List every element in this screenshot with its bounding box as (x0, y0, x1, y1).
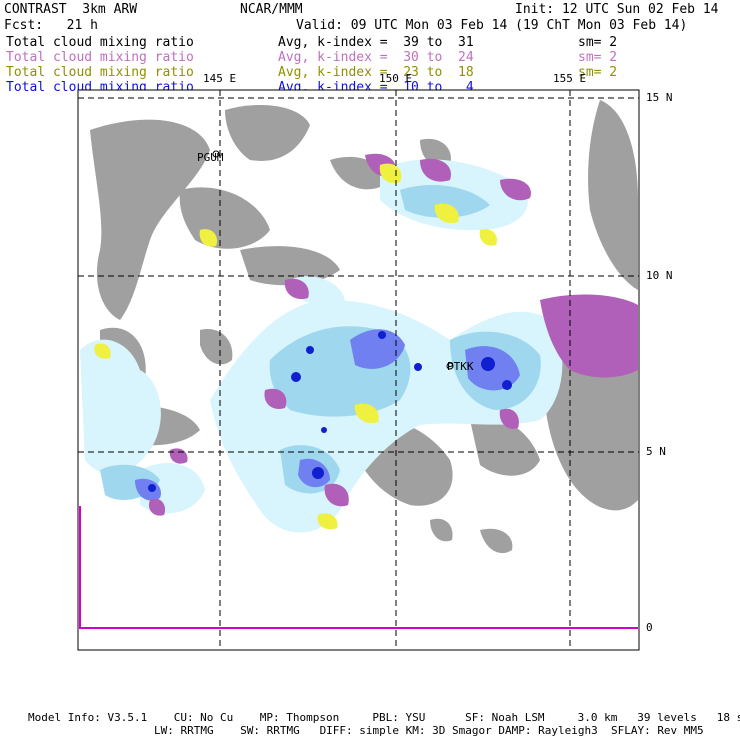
field-sm-1: sm= 2 (578, 35, 618, 50)
edge-polyline (79, 506, 638, 629)
cloud-magenta-4 (284, 278, 309, 300)
field-sm-3: sm= 2 (578, 65, 618, 80)
station-label-ptkk: PTKK (447, 360, 474, 373)
cloud-deep-layer (148, 331, 512, 492)
land-south-east (470, 417, 540, 476)
cloud-yellow-4 (199, 229, 218, 247)
field-name-3: Total cloud mixing ratio (6, 65, 194, 80)
land-scatter-4 (430, 518, 453, 542)
cloud-magenta-6 (499, 408, 519, 429)
station-marker-ptkk (446, 362, 454, 370)
cloud-yellow-layer (94, 163, 498, 530)
cloud-magenta-2 (324, 483, 349, 507)
land-band (240, 246, 340, 286)
center-name: NCAR/MMM (240, 2, 303, 17)
lat-label-5: 5 N (646, 445, 666, 458)
init-time: Init: 12 UTC Sun 02 Feb 14 (515, 2, 719, 17)
cloud-yellow-5 (354, 403, 379, 424)
field-avg-2: Avg, k-index = 30 to 24 (278, 50, 474, 65)
station-marker-pgum (212, 150, 220, 158)
cloud-deep-2 (291, 372, 301, 382)
cloud-deep-3 (378, 331, 386, 339)
cloud-deep-4 (414, 363, 422, 371)
grid-lines (78, 90, 639, 650)
cloud-magenta-1 (264, 388, 287, 409)
cloud-yellow-1 (379, 163, 402, 184)
lon-label-155: 155 E (553, 72, 587, 85)
land-nw (90, 119, 210, 320)
cloud-mid-north (400, 185, 490, 218)
land-north (225, 105, 310, 161)
field-avg-1: Avg, k-index = 39 to 31 (278, 35, 474, 50)
cloud-deep-5 (481, 357, 495, 371)
lon-label-150: 150 E (379, 72, 413, 85)
field-sm-2: sm= 2 (578, 50, 618, 65)
cloud-magenta-3 (148, 498, 166, 516)
cloud-deep-8 (148, 484, 156, 492)
cloud-yellow-3 (479, 229, 498, 246)
equator-edge-line (79, 506, 638, 629)
forecast-hour: Fcst: 21 h (4, 18, 98, 33)
field-avg-3: Avg, k-index = 23 to 18 (278, 65, 474, 80)
cloud-magenta-north-2 (420, 158, 451, 182)
valid-time: Valid: 09 UTC Mon 03 Feb 14 (19 ChT Mon … (296, 18, 688, 33)
cloud-deep-6 (502, 380, 512, 390)
cloud-deep-1 (306, 346, 314, 354)
cloud-blue-1 (350, 329, 405, 369)
cloud-yellow-7 (94, 343, 111, 359)
land-scatter-1 (200, 329, 233, 365)
field-name-1: Total cloud mixing ratio (6, 35, 194, 50)
product-title: CONTRAST 3km ARW (4, 2, 138, 17)
cloud-yellow-6 (317, 513, 338, 530)
station-label-pgum: PGUM (197, 151, 224, 164)
model-info-line-1: Model Info: V3.5.1 CU: No Cu MP: Thompso… (28, 711, 740, 724)
cloud-magenta-north-3 (500, 178, 531, 201)
lat-label-0: 0 (646, 621, 653, 634)
field-name-2: Total cloud mixing ratio (6, 50, 194, 65)
land-ne (588, 100, 638, 290)
lon-label-145: 145 E (203, 72, 237, 85)
cloud-blue-4 (135, 478, 161, 501)
cloud-deep-7 (312, 467, 324, 479)
station-markers (212, 150, 454, 370)
lat-label-15: 15 N (646, 91, 673, 104)
cloud-magenta-east (540, 294, 638, 378)
cloud-deep-9 (321, 427, 327, 433)
lat-label-10: 10 N (646, 269, 673, 282)
cloud-light-west (80, 339, 161, 474)
model-info-line-2: LW: RRTMG SW: RRTMG DIFF: simple KM: 3D … (154, 724, 704, 737)
land-scatter-3 (480, 528, 513, 554)
cloud-yellow-2 (434, 203, 459, 224)
map-frame (77, 89, 640, 651)
